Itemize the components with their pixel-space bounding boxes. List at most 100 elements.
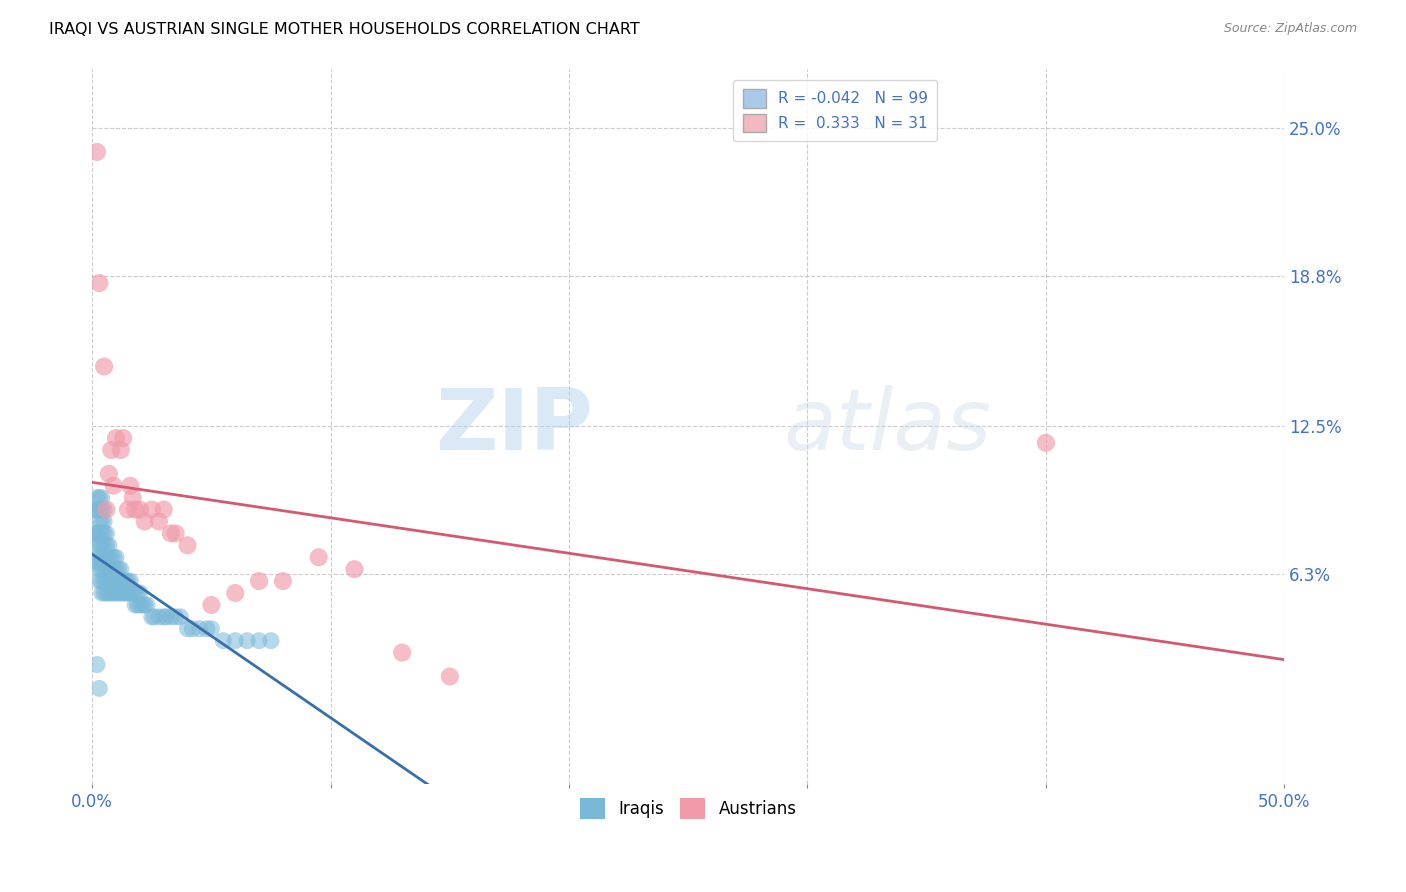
Point	[97, 538, 120, 552]
Point	[97, 550, 120, 565]
Point	[200, 622, 222, 636]
Point	[100, 442, 122, 457]
Point	[103, 586, 125, 600]
Point	[124, 502, 146, 516]
Point	[96, 502, 118, 516]
Point	[124, 598, 146, 612]
Point	[120, 586, 142, 600]
Point	[236, 633, 259, 648]
Point	[90, 586, 112, 600]
Point	[165, 526, 187, 541]
Point	[105, 431, 128, 445]
Point	[128, 586, 150, 600]
Point	[212, 633, 235, 648]
Point	[105, 550, 128, 565]
Point	[136, 598, 159, 612]
Point	[100, 550, 122, 565]
Point	[110, 586, 132, 600]
Point	[121, 491, 143, 505]
Point	[93, 359, 115, 374]
Point	[105, 586, 128, 600]
Point	[93, 515, 115, 529]
Point	[120, 479, 142, 493]
Point	[93, 550, 115, 565]
Point	[110, 442, 132, 457]
Point	[128, 598, 150, 612]
Point	[89, 550, 111, 565]
Point	[195, 622, 218, 636]
Point	[343, 562, 366, 576]
Point	[1035, 435, 1057, 450]
Point	[110, 562, 132, 576]
Point	[93, 562, 115, 576]
Point	[86, 538, 108, 552]
Point	[103, 479, 125, 493]
Point	[169, 610, 191, 624]
Point	[89, 574, 111, 588]
Point	[103, 550, 125, 565]
Point	[100, 574, 122, 588]
Point	[105, 574, 128, 588]
Point	[188, 622, 211, 636]
Point	[89, 681, 111, 696]
Point	[100, 586, 122, 600]
Point	[107, 574, 129, 588]
Point	[93, 526, 115, 541]
Point	[152, 502, 174, 516]
Point	[112, 586, 135, 600]
Point	[89, 555, 111, 569]
Point	[114, 586, 136, 600]
Point	[89, 491, 111, 505]
Point	[86, 145, 108, 159]
Point	[117, 586, 139, 600]
Point	[96, 550, 118, 565]
Point	[83, 502, 105, 516]
Point	[247, 574, 270, 588]
Point	[181, 622, 204, 636]
Text: Source: ZipAtlas.com: Source: ZipAtlas.com	[1223, 22, 1357, 36]
Point	[97, 467, 120, 481]
Point	[89, 538, 111, 552]
Point	[97, 562, 120, 576]
Point	[176, 622, 198, 636]
Point	[86, 526, 108, 541]
Point	[128, 502, 150, 516]
Point	[271, 574, 294, 588]
Point	[90, 550, 112, 565]
Point	[121, 586, 143, 600]
Point	[160, 610, 183, 624]
Point	[112, 431, 135, 445]
Point	[439, 669, 461, 683]
Point	[112, 574, 135, 588]
Point	[93, 586, 115, 600]
Point	[224, 586, 246, 600]
Text: IRAQI VS AUSTRIAN SINGLE MOTHER HOUSEHOLDS CORRELATION CHART: IRAQI VS AUSTRIAN SINGLE MOTHER HOUSEHOL…	[49, 22, 640, 37]
Point	[308, 550, 330, 565]
Point	[160, 526, 183, 541]
Point	[93, 538, 115, 552]
Point	[90, 491, 112, 505]
Point	[86, 502, 108, 516]
Point	[90, 526, 112, 541]
Point	[90, 574, 112, 588]
Point	[86, 555, 108, 569]
Point	[176, 538, 198, 552]
Point	[391, 646, 413, 660]
Point	[90, 515, 112, 529]
Point	[90, 538, 112, 552]
Point	[200, 598, 222, 612]
Point	[114, 574, 136, 588]
Point	[90, 502, 112, 516]
Point	[89, 276, 111, 290]
Point	[96, 538, 118, 552]
Point	[96, 574, 118, 588]
Point	[165, 610, 187, 624]
Point	[155, 610, 177, 624]
Point	[148, 515, 170, 529]
Point	[105, 562, 128, 576]
Point	[89, 526, 111, 541]
Point	[107, 562, 129, 576]
Point	[93, 502, 115, 516]
Point	[224, 633, 246, 648]
Point	[260, 633, 283, 648]
